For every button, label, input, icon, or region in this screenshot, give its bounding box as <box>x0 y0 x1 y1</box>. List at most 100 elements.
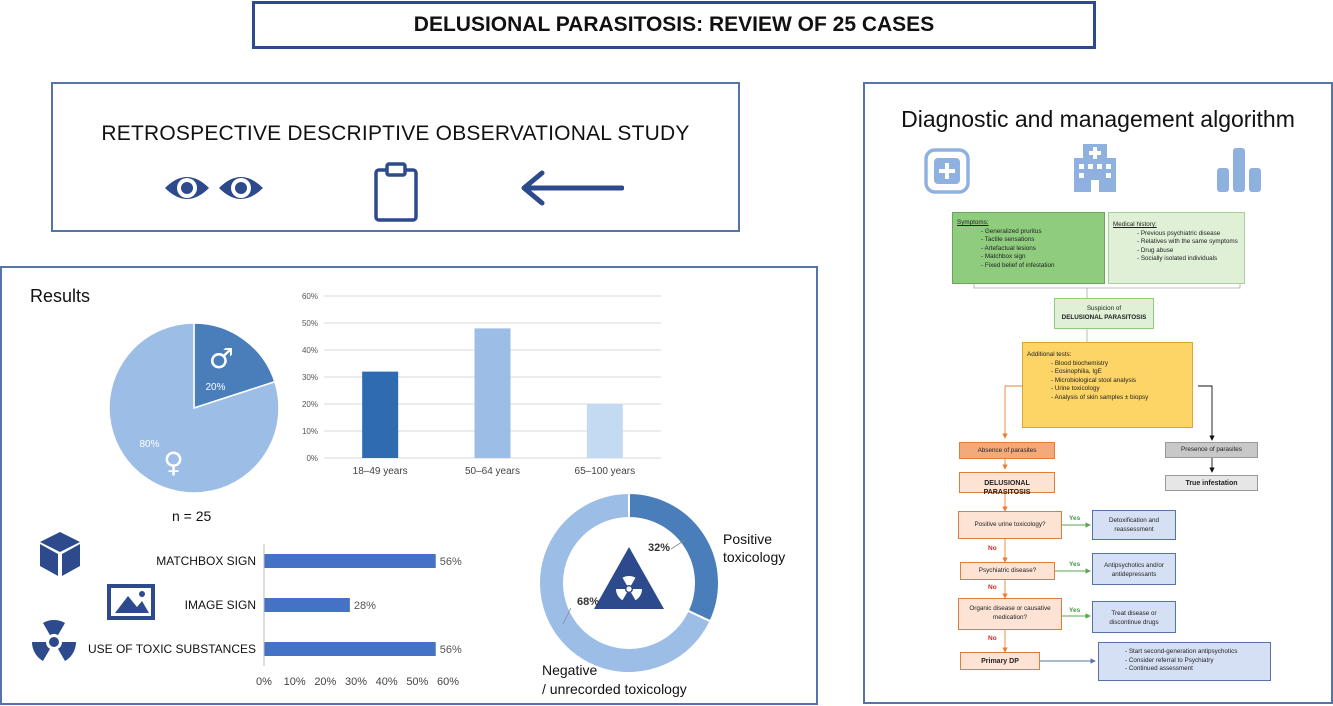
study-design-panel: RETROSPECTIVE DESCRIPTIVE OBSERVATIONAL … <box>51 82 740 232</box>
series-label-negative: Negative <box>542 662 597 678</box>
symptom-item: Artefactual lesions <box>981 245 1100 254</box>
radiation-blade <box>43 620 65 636</box>
y-tick-label: 40% <box>302 346 318 355</box>
results-panel: Results ♂ 20% 80% ♀ n = 25 0% 10% 20% 30% 40% 50… <box>0 266 818 705</box>
bar <box>474 328 511 458</box>
image-sun <box>139 591 145 597</box>
bar <box>264 554 436 568</box>
bar-category-label: USE OF TOXIC SUBSTANCES <box>88 642 256 656</box>
image-icon <box>107 584 155 620</box>
signs-bar-chart: MATCHBOX SIGN 56% IMAGE SIGN 28% USE OF TOXI… <box>32 532 462 688</box>
series-label-positive: Positive <box>723 531 772 547</box>
test-item: Urine toxicology <box>1051 385 1188 394</box>
radiation-blade <box>631 589 642 601</box>
question-psychiatric-disease: Psychiatric disease? <box>960 562 1055 580</box>
series-label-positive: toxicology <box>723 549 785 565</box>
symptom-item: Tactile sensations <box>981 236 1100 245</box>
presence-box: Presence of parasites <box>1165 442 1258 458</box>
radiation-core <box>626 586 632 592</box>
pie-slice <box>108 322 280 494</box>
symptom-item: Fixed belief of infestation <box>981 262 1100 271</box>
radiation-blade <box>616 589 627 601</box>
radiation-icon <box>32 620 76 662</box>
pie-label: 80% <box>140 439 160 450</box>
radiation-blade <box>32 642 50 662</box>
x-tick-label: 40% <box>376 676 398 688</box>
x-tick-label: 10% <box>284 676 306 688</box>
x-tick-label: 50% <box>406 676 428 688</box>
bar-chart-icon <box>1217 148 1261 192</box>
leader-line <box>562 607 572 625</box>
answer-treat-disease: Treat disease or discontinue drugs <box>1092 601 1176 633</box>
management-item: Consider referral to Psychiatry <box>1125 657 1268 666</box>
sample-size-label: n = 25 <box>172 508 212 524</box>
study-title: RETROSPECTIVE DESCRIPTIVE OBSERVATIONAL … <box>101 122 690 145</box>
bar <box>586 404 623 458</box>
algorithm-panel: Diagnostic and management algorithm <box>863 82 1333 704</box>
donut-slice <box>538 491 712 674</box>
symptom-item: Generalized pruritus <box>981 228 1100 237</box>
female-symbol: ♀ <box>163 446 184 479</box>
bar-value-label: 56% <box>440 644 462 656</box>
page-title: DELUSIONAL PARASITOSIS: REVIEW OF 25 CAS… <box>252 1 1096 49</box>
bar <box>264 598 350 612</box>
test-item: Microbiological stool analysis <box>1051 377 1188 386</box>
donut-label: 32% <box>648 542 670 554</box>
x-tick-label: 30% <box>345 676 367 688</box>
box-icon <box>40 532 80 576</box>
hospital-icon <box>1074 144 1116 192</box>
age-bar-chart: 0% 10% 20% 30% 40% 50% 60% 18–49 years 50–64 yea… <box>302 292 661 477</box>
history-item: Socially isolated individuals <box>1137 255 1240 264</box>
results-heading: Results <box>30 286 91 306</box>
no-label: No <box>988 635 997 642</box>
history-title: Medical history: <box>1113 221 1157 228</box>
male-symbol: ♂ <box>209 342 234 375</box>
primary-dp-box: Primary DP <box>960 652 1040 670</box>
history-item: Drug abuse <box>1137 247 1240 256</box>
suspicion-line2: DELUSIONAL PARASITOSIS <box>1061 313 1147 321</box>
additional-tests-box: Additional tests: Blood biochemistry Eos… <box>1022 342 1193 428</box>
answer-antipsychotics: Antipsychotics and/or antidepressants <box>1092 553 1176 585</box>
image-frame <box>107 584 155 620</box>
bar-category-label: MATCHBOX SIGN <box>156 554 256 568</box>
box-icon-left <box>40 544 58 576</box>
radiation-core <box>49 637 59 647</box>
leader-line <box>670 539 686 550</box>
yes-label: Yes <box>1069 561 1081 568</box>
y-tick-label: 20% <box>302 400 318 409</box>
yes-label: Yes <box>1069 515 1081 522</box>
medical-card-icon <box>924 148 970 194</box>
gender-pie-chart: ♂ 20% 80%♀ <box>108 322 280 494</box>
answer-detox: Detoxification and reassessment <box>1092 510 1176 540</box>
test-item: Analysis of skin samples ± biopsy <box>1051 394 1188 403</box>
x-tick-label: 65–100 years <box>575 466 636 477</box>
pie-slice <box>193 322 276 410</box>
algorithm-title: Diagnostic and management algorithm <box>901 106 1295 132</box>
history-item: Relatives with the same symptoms <box>1137 238 1240 247</box>
history-item: Previous psychiatric disease <box>1137 230 1240 239</box>
medical-history-box: Medical history: Previous psychiatric di… <box>1108 212 1245 284</box>
bar <box>362 371 399 458</box>
suspicion-box: Suspicion of DELUSIONAL PARASITOSIS <box>1054 298 1154 329</box>
tests-title: Additional tests: <box>1027 351 1072 358</box>
symptoms-title: Symptoms: <box>957 219 989 226</box>
absence-box: Absence of parasites <box>959 442 1055 459</box>
y-tick-label: 30% <box>302 373 318 382</box>
yes-label: Yes <box>1069 607 1081 614</box>
x-tick-label: 18–49 years <box>353 466 408 477</box>
test-item: Eosinophilia, IgE <box>1051 368 1188 377</box>
y-tick-label: 10% <box>302 427 318 436</box>
algorithm-connectors <box>973 284 1241 664</box>
box-icon-top <box>40 532 80 552</box>
clipboard-icon <box>374 162 418 222</box>
final-management-box: Start second-generation antipsychotics C… <box>1098 642 1271 681</box>
image-mountain <box>115 596 149 613</box>
symptom-item: Matchbox sign <box>981 253 1100 262</box>
donut-label: 68% <box>577 596 599 608</box>
box-icon-right <box>62 544 80 576</box>
question-urine-toxicology: Positive urine toxicology? <box>958 511 1062 539</box>
question-organic-disease: Organic disease or causative medication? <box>958 598 1062 630</box>
bar-value-label: 28% <box>354 600 376 612</box>
y-tick-label: 50% <box>302 319 318 328</box>
y-tick-label: 60% <box>302 292 318 301</box>
